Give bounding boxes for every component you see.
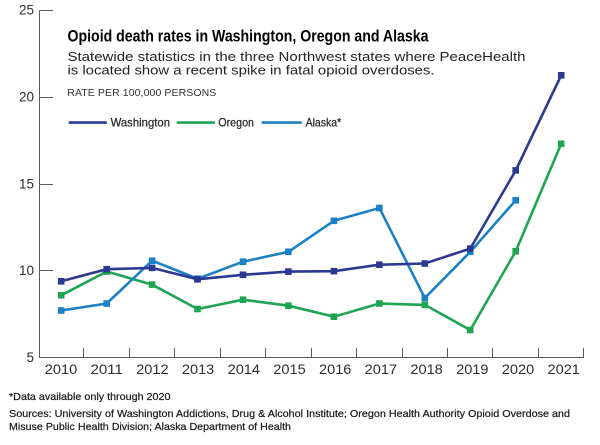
svg-text:15: 15 [19,176,34,191]
svg-text:2010: 2010 [45,362,77,377]
svg-text:*Data available only through 2: *Data available only through 2020 [9,391,171,403]
svg-text:RATE PER 100,000 PERSONS: RATE PER 100,000 PERSONS [67,87,216,99]
svg-text:Statewide statistics in the th: Statewide statistics in the three Northw… [68,49,526,64]
svg-text:is located show a recent spike: is located show a recent spike in fatal … [68,62,435,77]
svg-text:5: 5 [26,350,34,365]
svg-text:2021: 2021 [548,362,580,377]
svg-text:Opioid death rates in Washingt: Opioid death rates in Washington, Oregon… [68,27,429,46]
svg-text:2018: 2018 [410,362,442,377]
svg-text:2016: 2016 [319,362,351,377]
svg-text:2020: 2020 [502,362,534,377]
svg-text:Alaska*: Alaska* [306,117,342,130]
svg-text:Oregon: Oregon [218,117,254,130]
svg-text:2017: 2017 [365,362,397,377]
svg-text:2011: 2011 [90,362,122,377]
svg-text:Misuse Public Health Division;: Misuse Public Health Division; Alaska De… [9,421,291,433]
svg-text:2012: 2012 [136,362,168,377]
svg-text:10: 10 [19,263,34,278]
svg-text:2013: 2013 [182,362,214,377]
svg-text:20: 20 [19,90,34,105]
svg-text:2014: 2014 [228,362,261,377]
svg-text:2015: 2015 [273,362,305,377]
svg-text:25: 25 [19,3,34,18]
svg-text:Sources: University of Washing: Sources: University of Washington Addict… [9,408,570,420]
svg-text:2019: 2019 [456,362,488,377]
svg-text:Washington: Washington [111,117,170,130]
